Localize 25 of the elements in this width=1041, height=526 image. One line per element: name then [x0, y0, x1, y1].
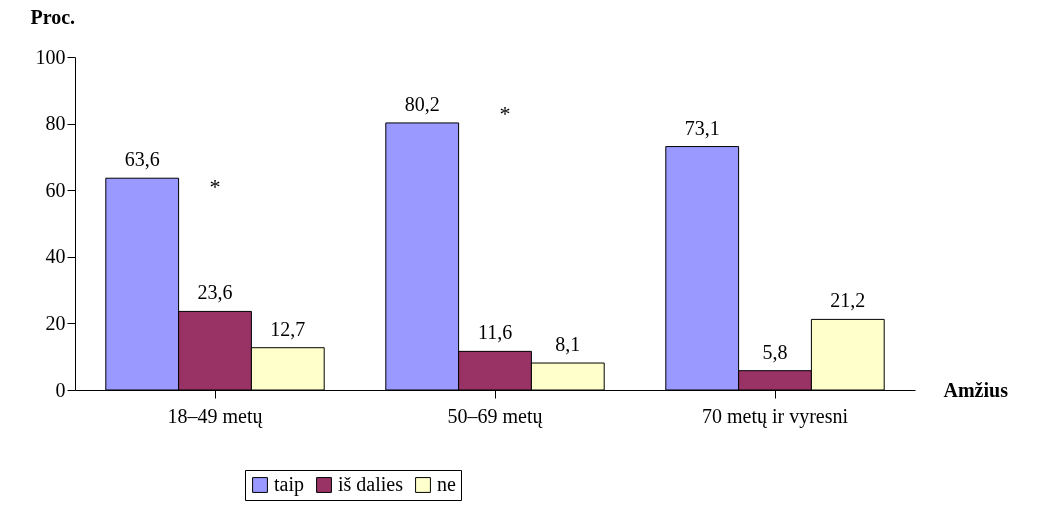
annotation: * [499, 101, 511, 126]
annotation: * [209, 174, 221, 199]
y-tick-label: 80 [45, 112, 66, 135]
legend-label: ne [437, 473, 456, 495]
legend-label: iš dalies [338, 473, 404, 495]
y-axis-title: Proc. [30, 5, 76, 28]
data-label: 12,7 [270, 317, 306, 340]
y-tick-label: 60 [45, 178, 66, 201]
data-label: 73,1 [684, 116, 720, 139]
legend-label: taip [274, 473, 304, 496]
y-tick-label: 100 [35, 45, 66, 68]
x-tick-label: 50–69 metų [447, 404, 544, 428]
data-label: 5,8 [762, 340, 788, 363]
x-tick-label: 18–49 metų [167, 404, 264, 428]
data-label: 63,6 [124, 148, 160, 171]
x-tick-label: 70 metų ir vyresni [701, 404, 849, 428]
data-label: 23,6 [197, 281, 233, 304]
y-tick-label: 40 [45, 245, 66, 268]
y-tick-label: 20 [45, 311, 66, 334]
x-axis-title: Amžius [943, 378, 1009, 401]
data-label: 21,2 [830, 289, 866, 312]
data-label: 8,1 [555, 333, 581, 356]
data-label: 80,2 [404, 92, 440, 115]
y-tick-label: 0 [55, 378, 66, 401]
data-label: 11,6 [477, 321, 513, 344]
